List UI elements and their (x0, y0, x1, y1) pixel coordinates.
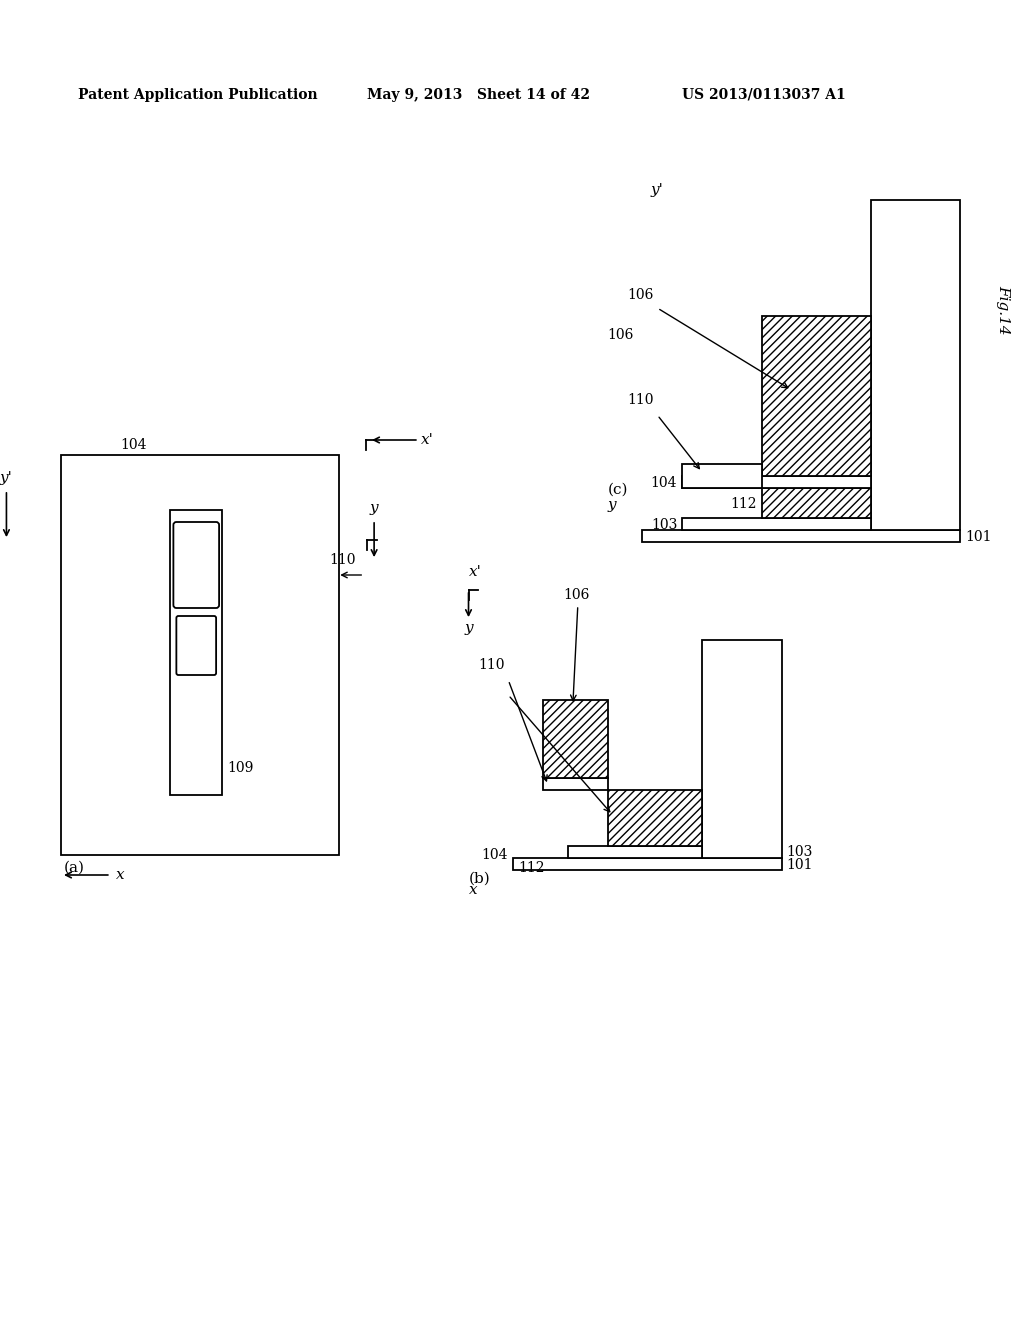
Text: Fig.14: Fig.14 (996, 285, 1010, 335)
Bar (642, 531, 961, 543)
Text: 110: 110 (330, 553, 356, 568)
Text: 103: 103 (786, 845, 813, 859)
Text: 112: 112 (518, 861, 545, 875)
Text: x': x' (421, 433, 434, 447)
Text: 106: 106 (607, 327, 634, 342)
Bar (682, 465, 762, 488)
Bar (513, 858, 781, 870)
Text: Patent Application Publication: Patent Application Publication (78, 88, 317, 102)
Bar (682, 517, 871, 531)
Text: (b): (b) (469, 873, 490, 886)
Bar (568, 846, 702, 858)
Bar (61, 455, 339, 855)
Bar (762, 315, 871, 477)
Bar (170, 510, 222, 795)
Text: y: y (607, 498, 616, 512)
Text: 110: 110 (478, 657, 505, 672)
Text: 101: 101 (786, 858, 813, 873)
Bar (682, 477, 871, 488)
Text: 103: 103 (651, 517, 677, 532)
Text: y: y (370, 502, 379, 515)
Text: US 2013/0113037 A1: US 2013/0113037 A1 (682, 88, 846, 102)
Bar (607, 789, 702, 846)
Text: (c): (c) (607, 483, 628, 498)
Bar (543, 777, 607, 789)
Bar (702, 640, 781, 858)
Text: 104: 104 (650, 477, 677, 490)
Text: y': y' (0, 471, 13, 484)
Bar (871, 201, 961, 531)
Text: x': x' (469, 565, 481, 579)
Text: 110: 110 (628, 393, 654, 407)
Text: 109: 109 (227, 762, 253, 775)
Text: x: x (469, 883, 477, 898)
Text: 104: 104 (121, 438, 147, 451)
Text: 112: 112 (730, 498, 757, 511)
Bar (762, 488, 871, 517)
Text: y: y (464, 620, 473, 635)
Text: 101: 101 (966, 531, 992, 544)
FancyBboxPatch shape (176, 616, 216, 675)
FancyBboxPatch shape (173, 521, 219, 609)
Text: (a): (a) (65, 861, 85, 875)
Text: May 9, 2013   Sheet 14 of 42: May 9, 2013 Sheet 14 of 42 (368, 88, 590, 102)
Text: x: x (116, 869, 124, 882)
Text: 106: 106 (628, 288, 654, 302)
Bar (543, 700, 607, 777)
Text: y': y' (651, 183, 664, 197)
Text: 104: 104 (481, 847, 508, 862)
Text: 106: 106 (563, 587, 589, 602)
